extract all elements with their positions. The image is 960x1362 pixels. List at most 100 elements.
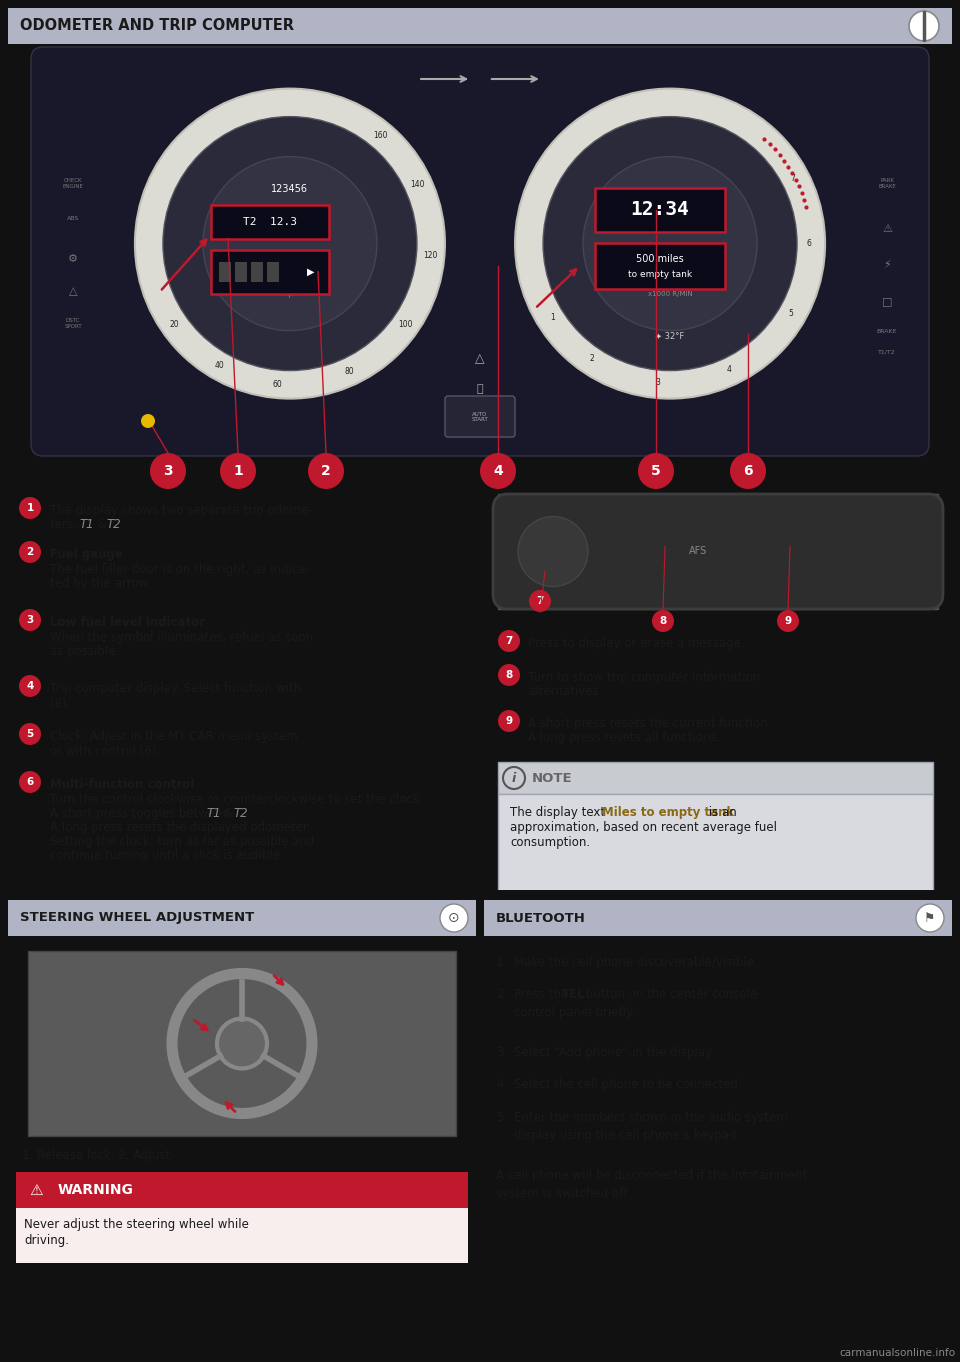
Text: approximation, based on recent average fuel: approximation, based on recent average f… — [510, 821, 777, 834]
Text: ⚠: ⚠ — [882, 223, 892, 234]
Circle shape — [19, 771, 41, 793]
Text: as possible.: as possible. — [50, 646, 119, 658]
FancyBboxPatch shape — [498, 494, 938, 609]
FancyBboxPatch shape — [235, 262, 247, 282]
Text: ⚑: ⚑ — [924, 911, 936, 925]
Text: 7: 7 — [537, 597, 543, 606]
Text: 2: 2 — [322, 464, 331, 478]
Text: system is switched off.: system is switched off. — [496, 1188, 631, 1200]
Text: 8: 8 — [660, 616, 666, 627]
Text: Miles to empty tank: Miles to empty tank — [602, 806, 734, 819]
FancyBboxPatch shape — [484, 900, 952, 936]
Text: 3: 3 — [163, 464, 173, 478]
Text: 5: 5 — [651, 464, 660, 478]
Text: display using the cell phone’s keypad.: display using the cell phone’s keypad. — [514, 1129, 740, 1141]
Text: (8).: (8). — [50, 697, 70, 710]
Text: TEL: TEL — [562, 989, 586, 1001]
Circle shape — [19, 609, 41, 631]
Circle shape — [638, 454, 674, 489]
FancyBboxPatch shape — [8, 8, 952, 44]
Circle shape — [516, 89, 825, 399]
Circle shape — [498, 631, 520, 652]
Text: □: □ — [881, 297, 892, 306]
FancyBboxPatch shape — [251, 262, 263, 282]
Text: T2  12.3: T2 12.3 — [243, 217, 297, 226]
Text: AFS: AFS — [689, 546, 708, 557]
Text: 6: 6 — [806, 240, 811, 248]
FancyBboxPatch shape — [219, 262, 231, 282]
Text: 100: 100 — [398, 320, 413, 330]
Circle shape — [19, 497, 41, 519]
Text: 5.: 5. — [496, 1111, 507, 1124]
Circle shape — [730, 454, 766, 489]
FancyBboxPatch shape — [595, 242, 725, 289]
Text: 60: 60 — [273, 380, 282, 388]
Text: Trip computer display. Select function with: Trip computer display. Select function w… — [50, 682, 301, 695]
Text: 9: 9 — [784, 616, 792, 627]
Circle shape — [141, 414, 155, 428]
Circle shape — [652, 610, 674, 632]
Text: &: & — [221, 808, 238, 820]
Text: consumption.: consumption. — [510, 836, 590, 849]
Text: 3.: 3. — [496, 1046, 507, 1060]
Circle shape — [916, 904, 944, 932]
Text: to empty tank: to empty tank — [628, 270, 692, 279]
Text: ODOMETER AND TRIP COMPUTER: ODOMETER AND TRIP COMPUTER — [20, 19, 294, 34]
FancyBboxPatch shape — [28, 951, 456, 1136]
Circle shape — [498, 710, 520, 731]
Text: BRAKE: BRAKE — [876, 330, 898, 334]
Text: x1000 R/MIN: x1000 R/MIN — [648, 290, 692, 297]
Text: 40: 40 — [215, 361, 225, 370]
Circle shape — [19, 541, 41, 563]
Text: AUTO
START: AUTO START — [471, 411, 489, 422]
Text: T2: T2 — [107, 518, 122, 531]
Text: Press the: Press the — [514, 989, 572, 1001]
Text: control panel briefly.: control panel briefly. — [514, 1007, 636, 1019]
Text: 6: 6 — [26, 776, 34, 787]
Text: 160: 160 — [373, 131, 388, 140]
Circle shape — [217, 1019, 267, 1069]
Text: continue turning until a click is audible.: continue turning until a click is audibl… — [50, 849, 284, 862]
FancyBboxPatch shape — [211, 204, 329, 238]
Text: T1/T2: T1/T2 — [878, 349, 896, 354]
Text: Turn the control clockwise or counterclockwise to set the clock.: Turn the control clockwise or counterclo… — [50, 793, 423, 806]
Text: Multi-function control: Multi-function control — [50, 778, 194, 791]
Text: 2: 2 — [590, 354, 594, 364]
Text: 1. Release lock. 2. Adjust.: 1. Release lock. 2. Adjust. — [22, 1150, 174, 1163]
Circle shape — [220, 454, 256, 489]
FancyBboxPatch shape — [16, 1171, 468, 1208]
Text: 4: 4 — [493, 464, 503, 478]
Text: A long press resets the displayed odometer.: A long press resets the displayed odomet… — [50, 821, 310, 834]
FancyBboxPatch shape — [267, 262, 279, 282]
Text: ▶: ▶ — [307, 267, 315, 276]
Text: 1: 1 — [550, 313, 555, 321]
Text: or with control (6).: or with control (6). — [50, 745, 160, 759]
Text: mph: mph — [281, 289, 299, 298]
FancyBboxPatch shape — [31, 48, 929, 456]
Text: The fuel filler door is on the right, as indica-: The fuel filler door is on the right, as… — [50, 563, 310, 576]
Text: ters,: ters, — [50, 518, 81, 531]
Circle shape — [135, 89, 444, 399]
Text: BLUETOOTH: BLUETOOTH — [496, 911, 586, 925]
Text: 3: 3 — [26, 616, 34, 625]
Text: 12:34: 12:34 — [631, 200, 689, 219]
Text: Select “Add phone” in the display.: Select “Add phone” in the display. — [514, 1046, 714, 1060]
Text: When the symbol illuminates, refuel as soon: When the symbol illuminates, refuel as s… — [50, 631, 313, 644]
Text: ted by the arrow.: ted by the arrow. — [50, 577, 151, 590]
Text: .: . — [248, 808, 252, 820]
Text: 1: 1 — [233, 464, 243, 478]
Text: △: △ — [69, 286, 77, 297]
Circle shape — [583, 157, 757, 331]
Text: Turn to show trip computer information: Turn to show trip computer information — [528, 671, 760, 684]
Text: .: . — [121, 518, 125, 531]
Text: Select the cell phone to be connected.: Select the cell phone to be connected. — [514, 1079, 742, 1091]
Text: driving.: driving. — [24, 1234, 69, 1248]
FancyBboxPatch shape — [8, 900, 476, 936]
Circle shape — [308, 454, 344, 489]
Text: 7: 7 — [505, 636, 513, 646]
Circle shape — [498, 665, 520, 686]
Text: alternatives.: alternatives. — [528, 685, 602, 697]
Text: ✦ 32°F: ✦ 32°F — [656, 331, 684, 340]
Text: A short press toggles between: A short press toggles between — [50, 808, 233, 820]
Text: button on the center console: button on the center console — [582, 989, 757, 1001]
